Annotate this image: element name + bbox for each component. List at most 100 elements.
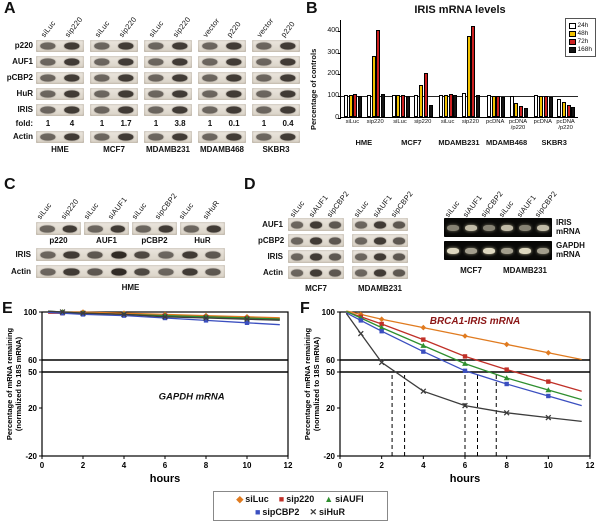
- y-tick-label: 60: [326, 356, 335, 365]
- cell-line-label: MDAMB468: [199, 145, 244, 154]
- fold-value: 1: [261, 119, 267, 128]
- marker-triangle: [420, 342, 427, 348]
- blot-band: [172, 90, 188, 98]
- legend-symbol: ▲: [324, 494, 334, 504]
- blot-IRIS: [252, 104, 300, 116]
- chart-title: BRCA1-IRIS mRNA: [430, 316, 521, 327]
- blot-band: [88, 225, 103, 232]
- blot-band: [291, 253, 304, 260]
- legend-item-siHuR: ✕ siHuR: [309, 506, 345, 519]
- blot-band: [62, 225, 77, 232]
- blot-band: [40, 74, 56, 82]
- marker-x: [420, 388, 427, 395]
- y-tick-label: -20: [25, 452, 37, 461]
- y-tick-label: 20: [28, 404, 37, 413]
- blot-band: [226, 133, 242, 141]
- blot-pCBP2: [352, 234, 408, 247]
- blot-band: [118, 90, 134, 98]
- blot-band: [226, 58, 242, 66]
- blot-band: [280, 74, 296, 82]
- blot-IRIS: [90, 104, 138, 116]
- lane-labels: siLuc siAUF1 sipCBP2: [352, 189, 415, 219]
- bar-48h: [371, 56, 376, 117]
- legend-symbol: ✕: [309, 507, 317, 517]
- bar-group-label: pcDNA/p220: [505, 119, 531, 132]
- lane-labels: siLuc sip220 siLuc siAUF1 siLuc sipCBP2 siLuc s…: [35, 190, 225, 221]
- x-tick-label: 12: [284, 461, 293, 470]
- blot-band: [148, 42, 164, 50]
- blot-band: [40, 42, 56, 50]
- y-tick-label: 0: [321, 114, 339, 121]
- marker-diamond: [503, 341, 510, 348]
- blot-IRIS: [144, 104, 192, 116]
- blot-band: [87, 268, 103, 275]
- blot-band: [63, 268, 79, 275]
- legend-label: 72h: [577, 38, 589, 45]
- fold-value: 1: [207, 119, 213, 128]
- bar-168h: [571, 107, 576, 117]
- bar-168h: [358, 96, 363, 117]
- fold-value: 0.4: [282, 119, 294, 128]
- blot-pCBP2: [90, 72, 138, 84]
- bar-48h: [443, 95, 448, 117]
- cell-line-label: MDAMB231: [502, 266, 547, 275]
- lane-label: siLuc: [146, 18, 166, 39]
- bar-48h: [466, 36, 471, 117]
- blot-band: [158, 251, 174, 258]
- marker-x: [162, 313, 168, 320]
- gel-row-label-line: IRIS: [556, 218, 572, 227]
- bar-group-label-line: pcDNA: [486, 119, 505, 125]
- cell-line-label: MCF7: [305, 284, 327, 293]
- blot-band: [134, 268, 150, 275]
- lane-label: p220: [278, 19, 297, 39]
- blot-band: [118, 133, 134, 141]
- lane-labels: siLuc siAUF1 sipCBP2: [288, 189, 351, 219]
- marker-square: [504, 381, 509, 387]
- blot-band: [392, 221, 405, 228]
- blot-p220: [144, 40, 192, 52]
- bar-72h: [423, 73, 428, 117]
- blot-band: [392, 253, 405, 260]
- panel-a: A p220 AUF1 pCBP2 HuR IRIS fold: Actin siLuc sip…: [4, 0, 304, 174]
- blot-band: [110, 225, 125, 232]
- blot-pCBP2: [132, 222, 177, 235]
- cell-line-label: MCF7: [401, 138, 422, 147]
- blot-band: [202, 133, 218, 141]
- marker-diamond: [420, 324, 427, 331]
- x-tick-label: 4: [421, 461, 426, 470]
- legend-chip: [568, 38, 576, 45]
- panel-b-cells: HME MCF7 MDAMB231 MDAMB468 SKBR3: [340, 138, 578, 150]
- gel-row-label-line: GAPDH: [556, 241, 585, 250]
- bar-48h: [561, 101, 566, 117]
- y-tick-label: -20: [323, 452, 335, 461]
- blot-IRIS: [198, 104, 246, 116]
- gel-row-label-line: mRNA: [556, 250, 581, 260]
- blot-band: [64, 90, 80, 98]
- blot-band: [202, 42, 218, 50]
- blot-Actin: [90, 131, 138, 143]
- x-axis-label: hours: [150, 473, 181, 485]
- gel-lane-labels: siLuc siAUF1 sipCBP2 siLuc siAUF1 sipCBP2: [443, 189, 559, 219]
- blot-AUF1: [288, 218, 344, 231]
- marker-square: [358, 318, 364, 323]
- legend-item-sipCBP2: ■ sipCBP2: [255, 506, 299, 519]
- x-tick-label: 2: [81, 461, 86, 470]
- blot-HuR: [252, 88, 300, 100]
- bar-group-label: sip220: [410, 119, 436, 125]
- blot-band: [256, 58, 272, 66]
- legend-row: 72h: [568, 38, 592, 45]
- blot-Actin: [36, 265, 225, 278]
- y-tick-mark: [338, 52, 341, 54]
- bar-group-label-line: /p220: [558, 125, 573, 132]
- legend-symbol: ■: [278, 494, 285, 504]
- y-tick-label: 50: [326, 368, 335, 377]
- lane-label: sip220: [170, 15, 193, 39]
- blot-band: [87, 251, 103, 258]
- blot-band: [392, 237, 405, 244]
- marker-square: [121, 313, 127, 318]
- legend-item-siLuc: ◆ siLuc: [236, 493, 268, 506]
- lane-label: siLuc: [38, 18, 58, 39]
- blot-band: [328, 237, 341, 244]
- bar-72h: [471, 25, 476, 117]
- bar-168h: [523, 108, 528, 117]
